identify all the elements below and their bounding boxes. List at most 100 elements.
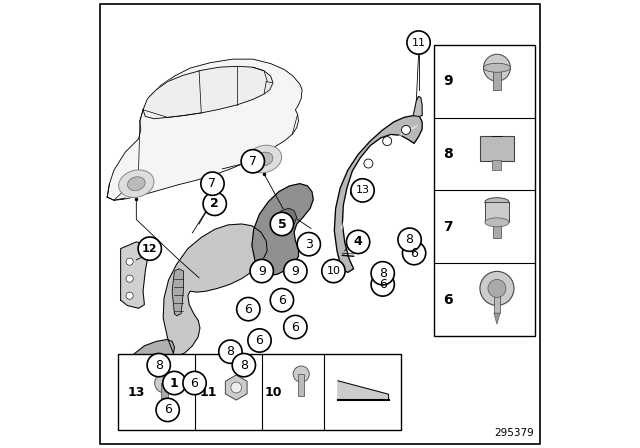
Ellipse shape <box>255 152 273 166</box>
Text: 10: 10 <box>326 266 340 276</box>
Circle shape <box>297 233 321 256</box>
Text: 8: 8 <box>379 267 387 280</box>
Circle shape <box>371 262 394 285</box>
Text: 1: 1 <box>170 376 179 390</box>
Circle shape <box>250 259 273 283</box>
Circle shape <box>270 289 294 312</box>
Text: 295379: 295379 <box>494 428 534 438</box>
Polygon shape <box>163 224 267 356</box>
Text: 8: 8 <box>227 345 234 358</box>
Polygon shape <box>161 399 168 408</box>
Circle shape <box>284 315 307 339</box>
Circle shape <box>232 353 255 377</box>
Text: 11: 11 <box>199 385 217 399</box>
Text: 6: 6 <box>191 376 198 390</box>
Polygon shape <box>121 242 149 308</box>
Text: 12: 12 <box>142 244 157 254</box>
Circle shape <box>322 259 345 283</box>
Ellipse shape <box>118 170 154 198</box>
Text: 9: 9 <box>258 264 266 278</box>
Text: 5: 5 <box>278 217 286 231</box>
Text: 4: 4 <box>354 235 362 249</box>
Text: 6: 6 <box>255 334 264 347</box>
Text: 6: 6 <box>278 293 286 307</box>
Circle shape <box>484 54 511 81</box>
Text: 6: 6 <box>291 320 300 334</box>
Bar <box>493 68 500 90</box>
Polygon shape <box>125 340 174 400</box>
Circle shape <box>126 292 133 299</box>
Polygon shape <box>264 82 273 94</box>
Text: 7: 7 <box>209 177 216 190</box>
Text: 8: 8 <box>240 358 248 372</box>
Circle shape <box>371 273 394 296</box>
Text: 7: 7 <box>443 220 452 234</box>
Circle shape <box>241 150 264 173</box>
Text: 10: 10 <box>264 385 282 399</box>
Text: 13: 13 <box>356 185 369 195</box>
Polygon shape <box>225 375 247 400</box>
Text: 6: 6 <box>244 302 252 316</box>
Circle shape <box>407 31 430 54</box>
Circle shape <box>155 373 174 393</box>
Polygon shape <box>338 381 388 400</box>
Circle shape <box>401 125 410 134</box>
Circle shape <box>248 329 271 352</box>
Ellipse shape <box>484 63 511 72</box>
Polygon shape <box>276 220 285 234</box>
Text: 6: 6 <box>164 403 172 417</box>
Circle shape <box>201 172 224 195</box>
Circle shape <box>126 258 133 265</box>
Bar <box>480 136 514 161</box>
Circle shape <box>270 212 294 236</box>
Text: 11: 11 <box>412 38 426 47</box>
Bar <box>485 202 509 222</box>
Ellipse shape <box>246 145 282 173</box>
Bar <box>435 45 535 336</box>
Polygon shape <box>494 313 500 324</box>
Circle shape <box>351 188 360 197</box>
Text: 13: 13 <box>127 385 145 399</box>
Polygon shape <box>334 116 422 272</box>
Circle shape <box>293 366 309 382</box>
Circle shape <box>480 271 514 306</box>
Polygon shape <box>143 66 273 119</box>
Text: 6: 6 <box>443 293 452 306</box>
Ellipse shape <box>485 218 509 227</box>
Polygon shape <box>273 208 297 233</box>
Circle shape <box>147 353 170 377</box>
Text: 9: 9 <box>291 264 300 278</box>
Text: 8: 8 <box>406 233 413 246</box>
Text: 6: 6 <box>379 278 387 291</box>
Text: 8: 8 <box>155 358 163 372</box>
Circle shape <box>237 297 260 321</box>
Bar <box>494 286 500 313</box>
Bar <box>118 354 401 430</box>
Circle shape <box>219 340 242 363</box>
Bar <box>493 160 502 170</box>
Text: 9: 9 <box>443 74 452 88</box>
Circle shape <box>383 137 392 146</box>
Bar <box>298 374 305 396</box>
Bar <box>493 220 500 238</box>
Circle shape <box>403 241 426 265</box>
Circle shape <box>351 179 374 202</box>
Circle shape <box>183 371 206 395</box>
Circle shape <box>364 159 373 168</box>
Text: 8: 8 <box>443 147 452 161</box>
Polygon shape <box>413 96 422 116</box>
Circle shape <box>203 192 227 215</box>
Bar <box>161 383 168 399</box>
Circle shape <box>284 259 307 283</box>
Circle shape <box>126 275 133 282</box>
Circle shape <box>398 228 421 251</box>
Polygon shape <box>108 59 302 200</box>
Circle shape <box>138 237 161 260</box>
Text: 3: 3 <box>305 237 313 251</box>
Polygon shape <box>252 184 314 276</box>
Text: 2: 2 <box>211 197 219 211</box>
Circle shape <box>346 230 370 254</box>
Circle shape <box>156 398 179 422</box>
Circle shape <box>231 382 242 393</box>
Circle shape <box>488 280 506 297</box>
